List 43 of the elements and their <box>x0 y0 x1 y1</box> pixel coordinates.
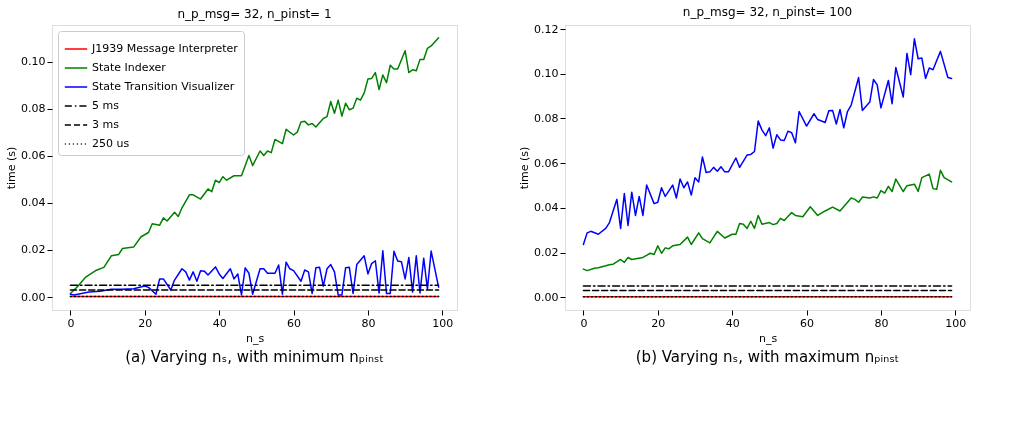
y-tick-label: 0.00 <box>21 290 46 304</box>
y-tick-label: 0.02 <box>534 246 559 260</box>
text: (b) Varying nₛ, with maximum nₚᵢₙₛₜ <box>635 348 900 366</box>
legend-label: State Indexer <box>92 61 167 74</box>
y-tick-label: 0.04 <box>21 196 46 210</box>
y-tick-label: 0.02 <box>21 243 46 257</box>
x-tick-label: 20 <box>651 316 666 330</box>
x-tick-label: 60 <box>800 316 815 330</box>
y-tick-label: 0.08 <box>21 102 46 116</box>
x-tick-label: 20 <box>138 316 153 330</box>
y-tick-label: 0.10 <box>21 55 46 69</box>
x-axis-title: n_s <box>758 331 778 345</box>
y-axis-title: time (s) <box>5 146 19 190</box>
legend-label: State Transition Visualizer <box>92 80 235 93</box>
y-tick-label: 0.06 <box>534 156 559 170</box>
x-axis-title: n_s <box>245 331 265 345</box>
x-tick-label: 0 <box>580 316 588 330</box>
legend-label: 250 us <box>92 137 130 150</box>
y-tick-label: 0.06 <box>21 149 46 163</box>
x-tick-label: 100 <box>945 316 967 330</box>
y-axis-title: time (s) <box>518 146 532 190</box>
chart-title: n_p_msg= 32, n_pinst= 100 <box>682 5 853 20</box>
x-tick-label: 0 <box>67 316 75 330</box>
y-tick-label: 0.12 <box>534 22 559 36</box>
y-tick-label: 0.00 <box>534 290 559 304</box>
legend-label: 3 ms <box>92 118 120 131</box>
y-tick-label: 0.04 <box>534 201 559 215</box>
line-series <box>582 169 953 272</box>
x-tick-label: 80 <box>874 316 889 330</box>
line-series <box>582 38 953 246</box>
legend-label: J1939 Message Interpreter <box>91 42 239 55</box>
y-tick-label: 0.08 <box>534 111 559 125</box>
x-tick-label: 100 <box>432 316 454 330</box>
x-tick-label: 80 <box>361 316 376 330</box>
x-tick-label: 40 <box>725 316 740 330</box>
line-series <box>69 36 440 295</box>
chart-title: n_p_msg= 32, n_pinst= 1 <box>177 7 332 21</box>
legend-label: 5 ms <box>92 99 120 112</box>
y-tick-label: 0.10 <box>534 67 559 81</box>
x-tick-label: 40 <box>212 316 227 330</box>
text: (a) Varying nₛ, with minimum nₚᵢₙₛₜ <box>125 348 384 366</box>
line-series <box>69 249 440 296</box>
x-tick-label: 60 <box>287 316 302 330</box>
